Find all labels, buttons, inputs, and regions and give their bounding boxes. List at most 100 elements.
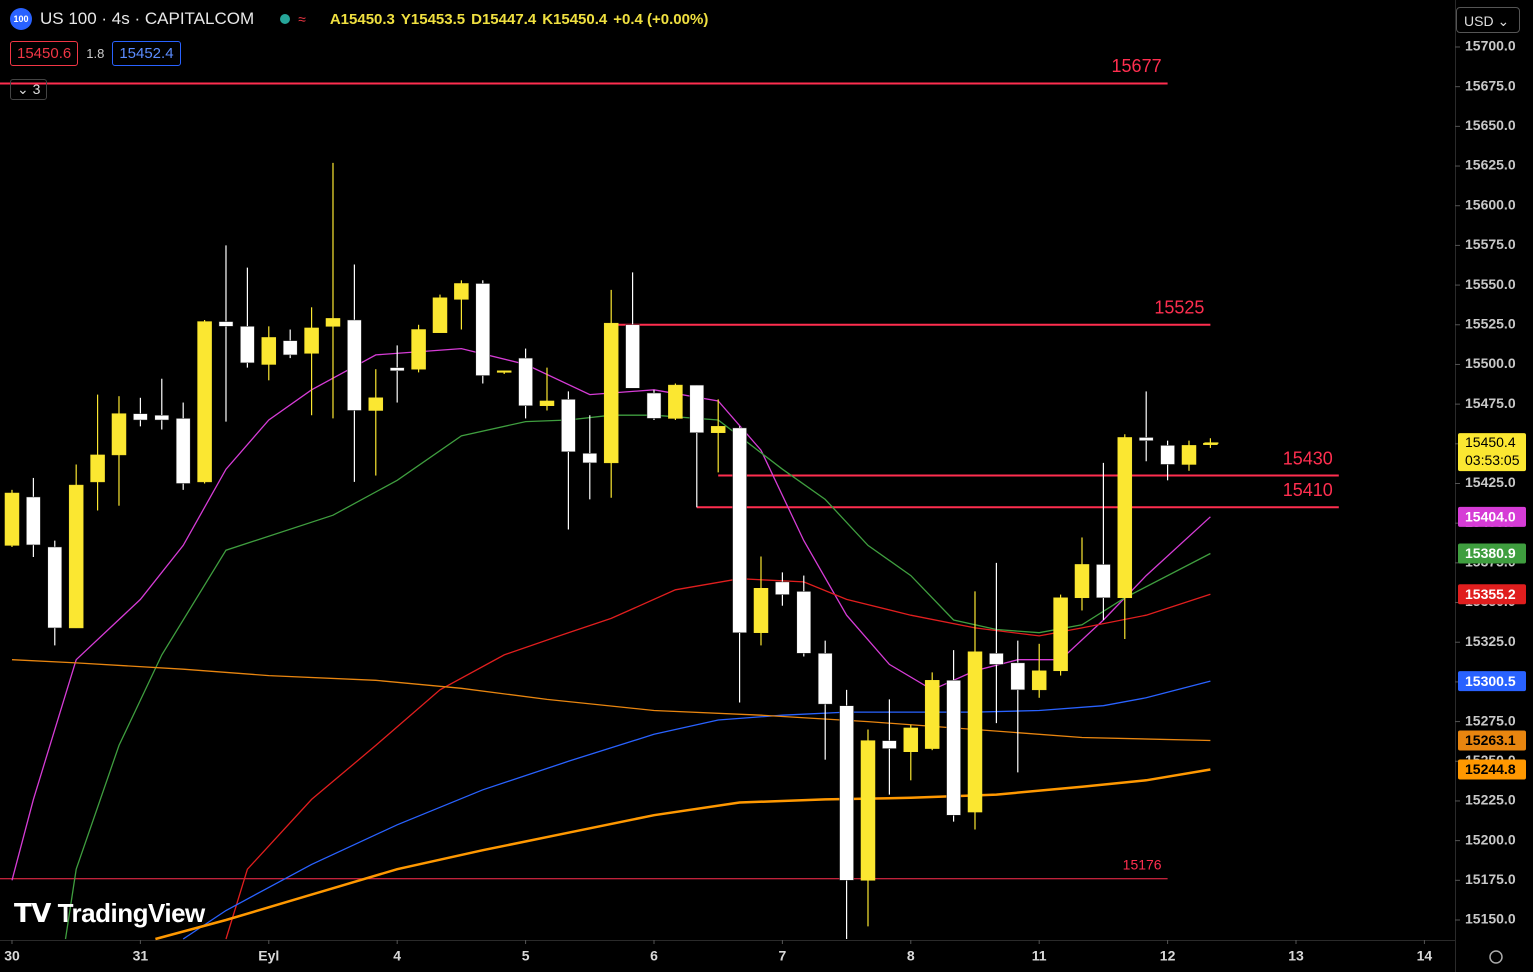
y-tick-label: 15425.0 bbox=[1465, 474, 1516, 490]
currency: USD bbox=[1464, 13, 1494, 29]
moving-average bbox=[225, 578, 1211, 940]
price-badge bbox=[1458, 506, 1526, 527]
price-badge bbox=[1458, 543, 1526, 564]
candle-body bbox=[26, 496, 41, 546]
candle-body bbox=[282, 340, 298, 356]
price-badge bbox=[1458, 759, 1526, 780]
watermark-text: TradingView bbox=[57, 898, 206, 928]
candle-body bbox=[1074, 564, 1090, 599]
indicator-toggle[interactable]: ⌄ 3 bbox=[10, 79, 48, 100]
candle-body bbox=[518, 357, 533, 406]
y-tick-label: 15525.0 bbox=[1465, 315, 1516, 331]
currency-select[interactable]: USD ⌄ bbox=[1456, 7, 1520, 33]
candle-body bbox=[325, 318, 341, 327]
market-status bbox=[280, 14, 291, 24]
candle-body bbox=[1181, 445, 1197, 465]
symbol-title[interactable]: US 100 · 4s · CAPITALCOM bbox=[40, 9, 255, 28]
candle-body bbox=[1010, 662, 1026, 691]
candle-body bbox=[924, 680, 940, 749]
candle-body bbox=[582, 453, 598, 464]
price-badge-label: 15404.0 bbox=[1465, 509, 1516, 525]
buy-button[interactable]: 15452.4 bbox=[112, 41, 181, 66]
y-tick-label: 15700.0 bbox=[1465, 38, 1516, 54]
candle-body bbox=[732, 427, 747, 633]
candle-body bbox=[47, 546, 63, 629]
candle-body bbox=[817, 653, 833, 705]
candle-body bbox=[111, 413, 127, 456]
y-tick-label: 15600.0 bbox=[1465, 196, 1516, 212]
price-badge bbox=[1458, 730, 1526, 751]
y-tick-label: 15200.0 bbox=[1465, 831, 1516, 847]
candle-body bbox=[197, 321, 212, 483]
countdown-label: 03:53:05 bbox=[1465, 452, 1520, 468]
price-badge bbox=[1458, 584, 1526, 605]
sell-button[interactable]: 15450.6 bbox=[10, 41, 79, 66]
candle-body bbox=[347, 319, 362, 411]
x-tick-label: Eyl bbox=[258, 948, 279, 964]
x-tick-label: 30 bbox=[4, 948, 20, 964]
candle-body bbox=[603, 322, 619, 464]
candle-body bbox=[1031, 670, 1047, 691]
candle-body bbox=[946, 680, 961, 816]
price-badge-label: 15263.1 bbox=[1465, 732, 1516, 748]
candle-body bbox=[1160, 445, 1175, 465]
level-label: 15176 bbox=[1123, 856, 1162, 872]
candle-body bbox=[561, 399, 576, 452]
candle-body bbox=[753, 588, 769, 633]
price-badge-label: 15300.5 bbox=[1465, 673, 1516, 689]
x-tick-label: 14 bbox=[1417, 948, 1433, 964]
candle-body bbox=[796, 591, 812, 654]
candle-body bbox=[496, 370, 512, 373]
y-tick-label: 15175.0 bbox=[1465, 871, 1516, 887]
candle-body bbox=[368, 397, 384, 411]
moving-average bbox=[155, 768, 1211, 941]
candle-body bbox=[882, 740, 897, 749]
settings-icon[interactable] bbox=[1489, 950, 1503, 964]
candle-body bbox=[432, 297, 448, 333]
moving-average bbox=[182, 680, 1211, 940]
candle-body bbox=[411, 329, 426, 370]
y-tick-label: 15675.0 bbox=[1465, 77, 1516, 93]
candle-body bbox=[646, 392, 662, 419]
level-label: 15525 bbox=[1154, 298, 1204, 318]
candle-body bbox=[261, 337, 277, 365]
candle-body bbox=[454, 283, 469, 300]
candle-body bbox=[967, 651, 983, 813]
candle-body bbox=[218, 321, 234, 327]
candle-body bbox=[475, 283, 491, 376]
ohlc-low: D15447.4 bbox=[471, 10, 537, 28]
watermark: 𝗧𝗩 TradingView bbox=[14, 898, 206, 928]
data-status: ≈ bbox=[298, 11, 306, 27]
x-tick-label: 12 bbox=[1160, 948, 1176, 964]
candle-body bbox=[304, 327, 319, 354]
price-badge-label: 15380.9 bbox=[1465, 545, 1516, 561]
level-label: 15410 bbox=[1283, 480, 1333, 500]
candle-body bbox=[154, 414, 170, 421]
price-badge bbox=[1458, 671, 1526, 692]
x-tick-label: 6 bbox=[650, 948, 658, 964]
candle-body bbox=[539, 400, 555, 406]
level-label: 15677 bbox=[1112, 56, 1162, 76]
x-tick-label: 7 bbox=[778, 948, 786, 964]
candle-body bbox=[710, 426, 726, 433]
candle-body bbox=[240, 326, 255, 364]
x-tick-label: 4 bbox=[393, 948, 401, 964]
candle-body bbox=[625, 324, 640, 389]
candle-body bbox=[689, 384, 705, 433]
indicator-count: 3 bbox=[32, 81, 41, 97]
candle-body bbox=[68, 484, 84, 629]
y-tick-label: 15550.0 bbox=[1465, 276, 1516, 292]
y-tick-label: 15500.0 bbox=[1465, 355, 1516, 371]
symbol-header: 100 US 100 · 4s · CAPITALCOM ≈ A15450.3 … bbox=[10, 8, 708, 30]
symbol-logo: 100 bbox=[10, 8, 32, 30]
last-price-label: 15450.4 bbox=[1465, 434, 1516, 450]
x-tick-label: 31 bbox=[133, 948, 149, 964]
y-tick-label: 15325.0 bbox=[1465, 633, 1516, 649]
candle-body bbox=[1117, 437, 1133, 599]
candle-body bbox=[989, 653, 1004, 665]
candle-body bbox=[1096, 564, 1111, 599]
y-tick-label: 15650.0 bbox=[1465, 117, 1516, 133]
candle-body bbox=[1138, 437, 1154, 441]
